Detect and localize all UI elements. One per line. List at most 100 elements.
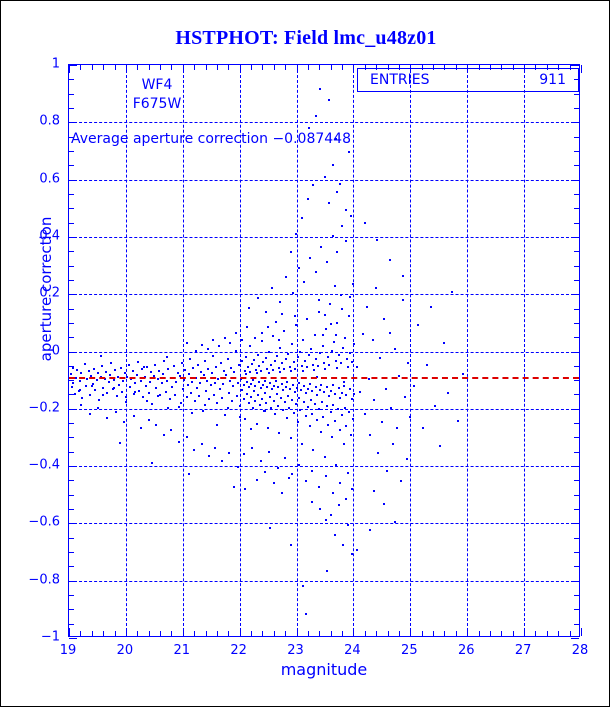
scatter-point (315, 419, 318, 422)
scatter-point (70, 372, 73, 375)
scatter-point (215, 423, 218, 426)
x-tick (444, 631, 446, 636)
scatter-point (447, 392, 450, 395)
scatter-point (335, 366, 338, 369)
scatter-point (127, 364, 130, 367)
scatter-point (179, 401, 182, 404)
scatter-point (294, 324, 297, 327)
scatter-point (240, 378, 243, 381)
scatter-point (338, 428, 341, 431)
page-title: HSTPHOT: Field lmc_u48z01 (175, 27, 437, 49)
scatter-point (379, 356, 382, 359)
scatter-point (306, 405, 309, 408)
scatter-point (72, 367, 75, 370)
y-tick (69, 279, 74, 281)
x-tick (228, 631, 230, 636)
scatter-point (265, 402, 268, 405)
scatter-point (103, 377, 106, 380)
scatter-point (123, 420, 126, 423)
scatter-point (170, 429, 173, 432)
scatter-point (319, 430, 322, 433)
scatter-point (252, 390, 255, 393)
scatter-point (240, 339, 243, 342)
gridline-vertical (467, 65, 469, 636)
scatter-point (247, 365, 250, 368)
y-tick-label: 0.4 (39, 228, 60, 244)
x-tick-top (398, 65, 400, 70)
gridline-vertical (239, 65, 241, 636)
scatter-point (289, 250, 292, 253)
y-tick (69, 623, 74, 625)
scatter-point (267, 371, 270, 374)
scatter-point (270, 406, 273, 409)
scatter-point (288, 476, 291, 479)
scatter-point (80, 396, 83, 399)
scatter-point (101, 393, 104, 396)
scatter-point (317, 365, 320, 368)
scatter-point (244, 488, 247, 491)
x-tick (421, 631, 423, 636)
scatter-point (172, 364, 175, 367)
scatter-point (195, 386, 198, 389)
scatter-point (307, 354, 310, 357)
scatter-point (328, 302, 331, 305)
x-tick-top (273, 65, 275, 70)
scatter-point (394, 521, 397, 524)
scatter-point (95, 379, 98, 382)
scatter-point (409, 415, 412, 418)
scatter-point (214, 447, 217, 450)
y-tick-right (574, 322, 579, 324)
scatter-point (301, 217, 304, 220)
scatter-point (268, 451, 271, 454)
x-tick (273, 631, 275, 636)
scatter-point (193, 449, 196, 452)
scatter-point (279, 347, 282, 350)
scatter-point (152, 375, 155, 378)
scatter-point (256, 353, 259, 356)
scatter-point (136, 360, 139, 363)
scatter-point (244, 372, 247, 375)
scatter-point (200, 442, 203, 445)
y-tick (69, 193, 74, 195)
scatter-point (155, 423, 158, 426)
scatter-point (384, 388, 387, 391)
scatter-point (189, 357, 192, 360)
scatter-point (142, 396, 145, 399)
scatter-point (281, 362, 284, 365)
y-tick-right (574, 79, 579, 81)
x-tick (398, 631, 400, 636)
scatter-point (259, 459, 262, 462)
x-tick (205, 631, 207, 636)
scatter-point (326, 386, 329, 389)
scatter-point (90, 385, 93, 388)
scatter-point (397, 374, 400, 377)
x-tick-top (262, 65, 264, 70)
y-tick (69, 136, 74, 138)
x-tick-top (433, 65, 435, 70)
scatter-point (403, 395, 406, 398)
x-tick-top (137, 65, 139, 70)
x-tick-top (69, 65, 70, 73)
y-tick (69, 523, 77, 525)
scatter-point (329, 323, 332, 326)
scatter-point (256, 372, 259, 375)
x-tick-top (205, 65, 207, 70)
scatter-point (185, 342, 188, 345)
x-tick-top (467, 65, 469, 73)
scatter-point (163, 359, 166, 362)
scatter-point (105, 391, 108, 394)
scatter-point (151, 403, 154, 406)
y-tick-right (571, 466, 579, 468)
gridline-horizontal (69, 179, 579, 181)
scatter-point (388, 332, 391, 335)
scatter-point (79, 389, 82, 392)
x-tick (194, 631, 196, 636)
scatter-point (195, 350, 198, 353)
scatter-point (327, 423, 330, 426)
scatter-point (247, 401, 250, 404)
y-tick-right (571, 179, 579, 181)
scatter-point (86, 378, 89, 381)
scatter-point (119, 441, 122, 444)
y-tick-right (571, 580, 579, 582)
scatter-point (271, 369, 274, 372)
